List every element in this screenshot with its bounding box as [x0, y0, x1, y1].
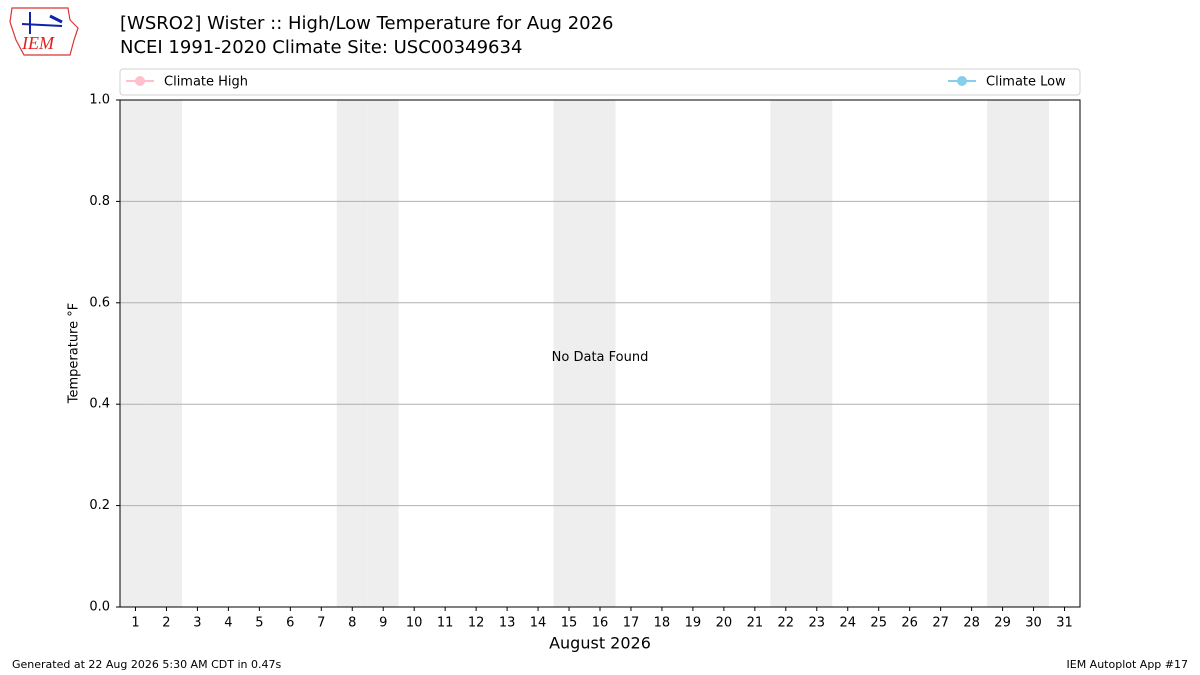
- legend-label: Climate High: [164, 75, 248, 90]
- y-tick-label: 0.6: [89, 295, 110, 310]
- y-tick-label: 0.4: [89, 397, 110, 412]
- x-tick-label: 1: [131, 616, 139, 631]
- x-tick-label: 12: [468, 616, 485, 631]
- x-tick-label: 11: [437, 616, 454, 631]
- x-tick-label: 2: [162, 616, 170, 631]
- x-tick-label: 29: [994, 616, 1011, 631]
- y-tick-label: 0.8: [89, 194, 110, 209]
- x-tick-label: 9: [379, 616, 387, 631]
- x-tick-label: 23: [809, 616, 826, 631]
- x-tick-label: 31: [1056, 616, 1073, 631]
- x-tick-label: 26: [901, 616, 918, 631]
- plot-frame: [119, 99, 1081, 608]
- weekend-band: [120, 100, 151, 607]
- x-tick-label: 3: [193, 616, 201, 631]
- weekend-band: [770, 100, 802, 607]
- x-tick-label: 16: [592, 616, 609, 631]
- x-tick-label: 7: [317, 616, 325, 631]
- x-tick-label: 14: [530, 616, 547, 631]
- x-tick-label: 24: [839, 616, 856, 631]
- x-tick-label: 28: [963, 616, 980, 631]
- y-axis-label: Temperature °F: [67, 303, 82, 404]
- weekend-band: [336, 100, 368, 607]
- weekend-band: [367, 100, 399, 607]
- x-tick-label: 19: [685, 616, 702, 631]
- x-tick-label: 30: [1025, 616, 1042, 631]
- x-tick-label: 5: [255, 616, 263, 631]
- chart-subtitle: NCEI 1991-2020 Climate Site: USC00349634: [120, 37, 522, 58]
- x-tick-label: 20: [716, 616, 733, 631]
- x-tick-label: 10: [406, 616, 423, 631]
- x-axis-label: August 2026: [549, 634, 651, 653]
- weekend-band: [553, 100, 585, 607]
- legend-marker: [135, 76, 145, 86]
- logo-text: IEM: [21, 33, 55, 53]
- weekend-band: [801, 100, 833, 607]
- x-tick-label: 13: [499, 616, 516, 631]
- weekend-band: [1018, 100, 1050, 607]
- weekend-band: [584, 100, 616, 607]
- chart-title: [WSRO2] Wister :: High/Low Temperature f…: [120, 13, 614, 34]
- weekend-band: [987, 100, 1019, 607]
- y-tick-label: 0.0: [89, 600, 110, 615]
- x-tick-label: 18: [654, 616, 671, 631]
- y-tick-label: 1.0: [89, 93, 110, 108]
- x-tick-label: 15: [561, 616, 578, 631]
- x-tick-label: 6: [286, 616, 294, 631]
- x-tick-label: 22: [778, 616, 795, 631]
- annotation: No Data Found: [552, 350, 649, 365]
- x-tick-label: 4: [224, 616, 232, 631]
- weekend-band: [150, 100, 182, 607]
- y-tick-label: 0.2: [89, 498, 110, 513]
- footer-right: IEM Autoplot App #17: [1067, 658, 1189, 671]
- x-tick-label: 17: [623, 616, 640, 631]
- x-tick-label: 27: [932, 616, 949, 631]
- legend-marker: [957, 76, 967, 86]
- legend-label: Climate Low: [986, 75, 1066, 90]
- x-tick-label: 25: [870, 616, 887, 631]
- x-tick-label: 21: [747, 616, 764, 631]
- x-tick-label: 8: [348, 616, 356, 631]
- legend-frame: [119, 68, 1081, 96]
- logo: IEM: [9, 7, 79, 56]
- footer-left: Generated at 22 Aug 2026 5:30 AM CDT in …: [12, 658, 281, 671]
